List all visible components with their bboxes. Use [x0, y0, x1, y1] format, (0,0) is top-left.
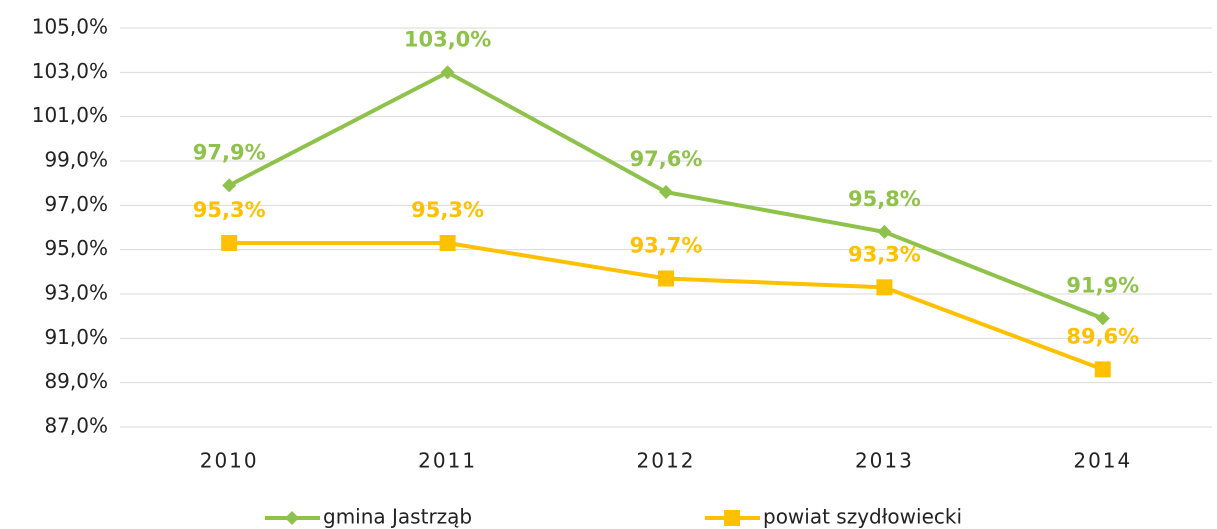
data-point [221, 235, 238, 252]
y-tick-label: 97,0% [44, 192, 108, 216]
y-tick-label: 101,0% [32, 103, 108, 127]
y-tick-label: 103,0% [32, 59, 108, 83]
y-tick-label: 93,0% [44, 281, 108, 305]
data-label: 95,8% [848, 187, 921, 211]
y-tick-label: 105,0% [32, 15, 108, 39]
data-label: 103,0% [404, 27, 491, 51]
legend-label: gmina Jastrząb [323, 505, 472, 529]
data-point [440, 65, 455, 80]
x-tick-label: 2012 [637, 449, 696, 473]
legend-marker [285, 511, 299, 525]
y-tick-label: 87,0% [44, 414, 108, 438]
legend-label: powiat szydłowiecki [763, 505, 962, 529]
data-point [876, 279, 893, 296]
data-point [222, 178, 237, 193]
data-point [1094, 361, 1111, 378]
x-tick-label: 2011 [418, 449, 477, 473]
data-label: 97,6% [630, 147, 703, 171]
data-label: 95,3% [193, 198, 266, 222]
data-point [439, 235, 456, 252]
x-tick-label: 2010 [200, 449, 259, 473]
data-point [658, 270, 674, 287]
data-point [1095, 311, 1110, 326]
y-tick-label: 91,0% [44, 325, 108, 349]
data-label: 91,9% [1066, 273, 1139, 297]
data-label: 89,6% [1066, 324, 1139, 348]
x-tick-label: 2013 [855, 449, 914, 473]
x-tick-label: 2014 [1073, 449, 1132, 473]
data-label: 93,7% [630, 233, 703, 257]
series-line [229, 241, 1104, 372]
data-point [877, 224, 892, 239]
data-point [659, 185, 673, 200]
y-tick-label: 95,0% [44, 236, 108, 260]
data-label: 97,9% [193, 140, 266, 164]
y-tick-label: 99,0% [44, 148, 108, 172]
data-label: 93,3% [848, 242, 921, 266]
data-label: 95,3% [411, 198, 484, 222]
y-tick-label: 89,0% [44, 369, 108, 393]
legend-marker [724, 510, 740, 526]
